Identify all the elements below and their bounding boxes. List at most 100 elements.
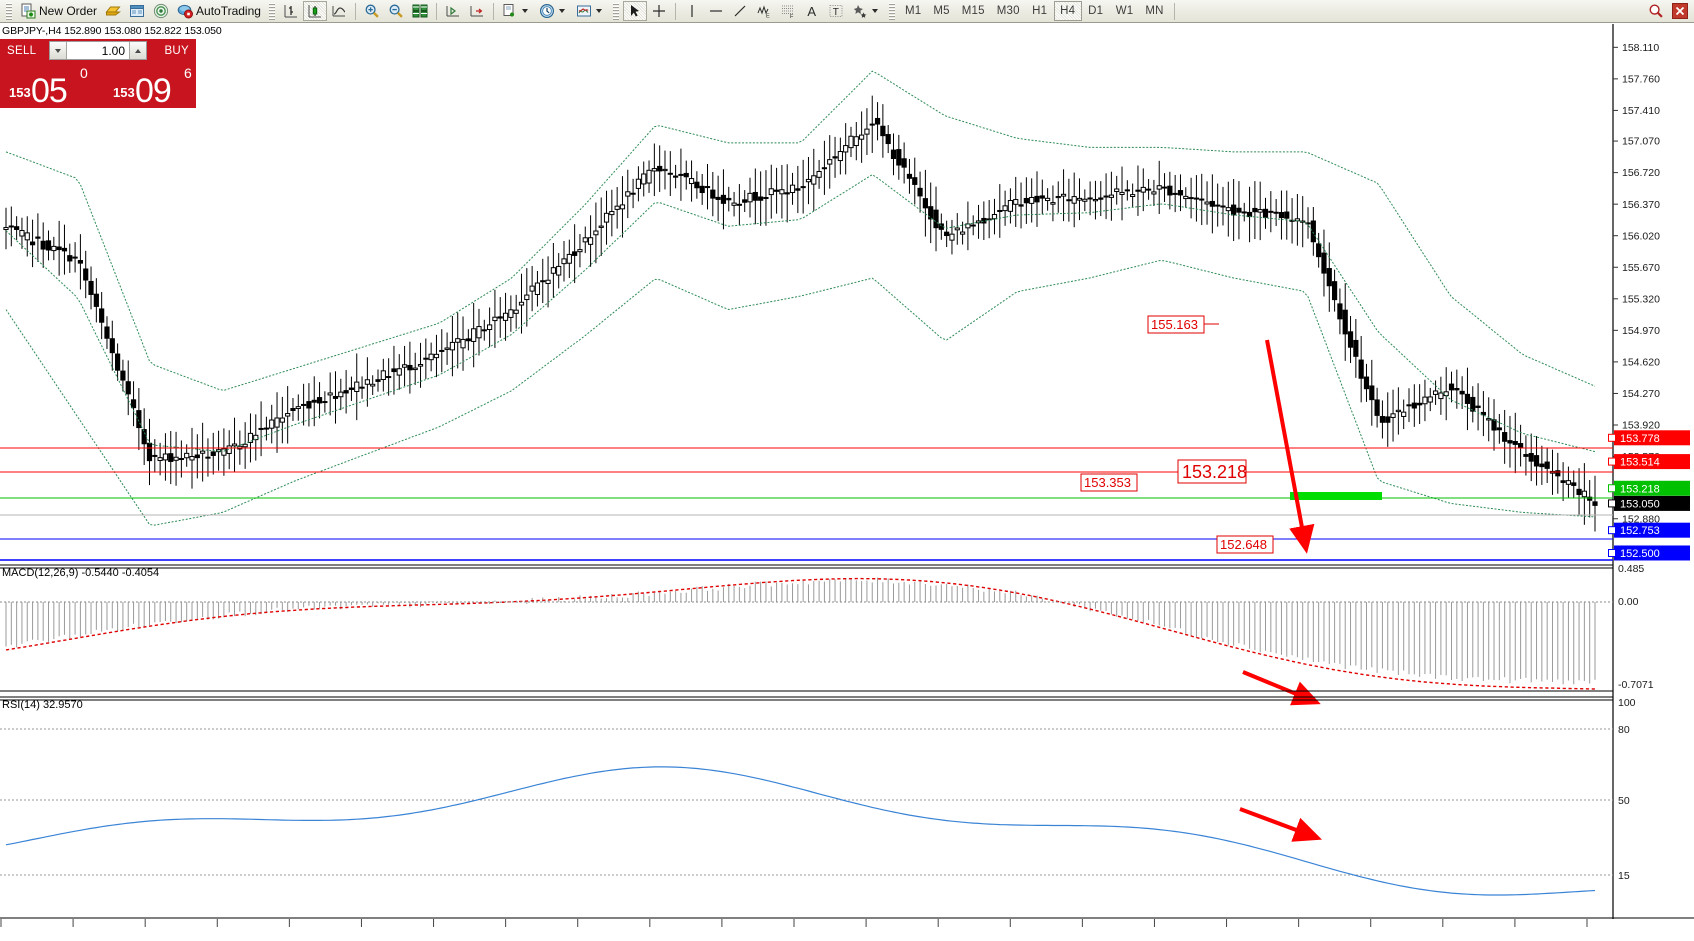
horizontal-line-icon	[709, 10, 722, 12]
one-click-controls-row: SELL 1.00 BUY	[0, 39, 196, 61]
elliott-wave-button[interactable]: E	[752, 1, 776, 21]
templates-chevron-down-icon[interactable]	[521, 9, 528, 13]
indicators-icon	[576, 5, 591, 17]
signals-button[interactable]	[149, 1, 173, 21]
zoom-out-button[interactable]	[384, 1, 408, 21]
price-tick-label: 157.410	[1622, 105, 1660, 117]
chart-type-grip[interactable]	[268, 2, 275, 20]
one-click-quotes-row: 153 05 0 153 09 6	[0, 61, 196, 108]
text-icon: A	[807, 4, 816, 19]
close-button[interactable]	[1668, 1, 1692, 21]
shapes-button[interactable]	[848, 1, 885, 21]
svg-text:A: A	[807, 4, 816, 19]
volume-increase-button[interactable]	[129, 42, 146, 59]
timeframe-h4[interactable]: H4	[1053, 1, 1082, 21]
price-tag-support-green[interactable]: 153.218	[1608, 480, 1691, 496]
price-tag-value: 153.050	[1620, 498, 1660, 510]
candlestick-chart-button[interactable]	[302, 1, 327, 21]
search-button[interactable]	[1644, 1, 1668, 21]
rsi-down-arrow[interactable]	[1239, 807, 1322, 842]
sell-button[interactable]: SELL	[1, 40, 47, 61]
macd-tick-top: 0.485	[1618, 563, 1644, 575]
price-tick-label: 157.760	[1622, 73, 1660, 85]
volume-value[interactable]: 1.00	[101, 44, 125, 58]
timeframe-h1[interactable]: H1	[1032, 5, 1048, 17]
rsi-tick-100: 100	[1618, 697, 1636, 709]
macd-signal-line	[5, 577, 1596, 690]
fibonacci-button[interactable]: F	[776, 1, 800, 21]
rsi-tick-15: 15	[1618, 870, 1630, 882]
indicators-chevron-down-icon[interactable]	[595, 9, 602, 13]
price-tag-support-blue-lower[interactable]: 152.500	[1608, 545, 1691, 561]
new-order-icon	[21, 3, 36, 19]
drawing-tools-grip[interactable]	[612, 2, 619, 20]
price-tag-resistance-lower[interactable]: 153.514	[1608, 454, 1691, 470]
timeframe-grip[interactable]	[888, 2, 895, 20]
new-order-button[interactable]: New Order	[16, 1, 101, 21]
text-button[interactable]: A	[800, 1, 824, 21]
chevron-down-icon	[55, 48, 61, 53]
macd-down-arrow[interactable]	[1242, 670, 1321, 706]
new-order-label: New Order	[39, 4, 98, 18]
price-tag-last-price[interactable]: 153.050	[1608, 495, 1691, 511]
annotation-153353: 153.353	[1080, 473, 1138, 492]
timeframe-m15[interactable]: M15	[961, 5, 985, 17]
timeframe-m5[interactable]: M5	[933, 5, 950, 17]
chart-annotations[interactable]: 155.163 153.353 153.218 152.648	[1080, 315, 1274, 554]
buy-button[interactable]: BUY	[149, 40, 195, 61]
indicators-button[interactable]	[572, 1, 609, 21]
price-tag-support-blue-upper[interactable]: 152.753	[1608, 522, 1691, 538]
zoom-in-button[interactable]	[360, 1, 384, 21]
candlestick-series	[3, 95, 1598, 532]
cursor-button[interactable]	[622, 1, 647, 21]
timeframe-m1[interactable]: M1	[904, 5, 922, 17]
bar-chart-button[interactable]	[279, 1, 303, 21]
templates-button[interactable]	[498, 1, 535, 21]
volume-stepper[interactable]: 1.00	[49, 41, 147, 60]
support-zone-highlight	[1290, 492, 1382, 500]
period-button[interactable]	[535, 1, 572, 21]
line-chart-button[interactable]	[327, 1, 351, 21]
buy-price-display[interactable]: 153 09 6	[99, 61, 195, 107]
price-tick-label: 155.320	[1622, 293, 1660, 305]
one-click-trading-panel[interactable]: GBPJPY-,H4 152.890 153.080 152.822 153.0…	[0, 24, 222, 108]
chart-shift-button[interactable]	[441, 1, 465, 21]
annotation-152648: 152.648	[1216, 535, 1274, 554]
annotation-152648-text: 152.648	[1220, 537, 1267, 552]
toolbar-grip[interactable]	[6, 2, 12, 20]
text-label-button[interactable]: T	[824, 1, 848, 21]
rsi-tick-80: 80	[1618, 724, 1630, 736]
sell-price-display[interactable]: 153 05 0	[1, 61, 97, 107]
timeframe-d1[interactable]: D1	[1088, 5, 1104, 17]
sell-price-prefix: 153	[9, 85, 31, 100]
shapes-chevron-down-icon[interactable]	[871, 9, 878, 13]
vertical-line-icon	[691, 5, 693, 17]
date-axis: Jan 202220 Jan 16:0024 Jan 00:0025 Jan 0…	[0, 919, 1588, 927]
tile-windows-button[interactable]	[408, 1, 432, 21]
vertical-line-button[interactable]	[680, 1, 704, 21]
profiles-button[interactable]	[101, 1, 125, 21]
candlestick-chart-icon	[308, 5, 321, 18]
zoom-out-icon	[389, 4, 403, 18]
timeframe-mn[interactable]: MN	[1145, 5, 1164, 17]
rsi-label: RSI(14) 32.9570	[2, 699, 83, 711]
timeframe-m30[interactable]: M30	[996, 5, 1020, 17]
market-watch-button[interactable]	[125, 1, 149, 21]
price-down-arrow[interactable]	[1265, 339, 1315, 554]
toolbar-separator-2	[435, 2, 437, 20]
crosshair-button[interactable]	[647, 1, 671, 21]
horizontal-line-button[interactable]	[704, 1, 728, 21]
chart-area[interactable]: 155.163 153.353 153.218 152.648 158.110 1…	[0, 24, 1694, 941]
period-chevron-down-icon[interactable]	[558, 9, 565, 13]
toolbar-separator-4	[674, 2, 676, 20]
buy-price-prefix: 153	[113, 85, 135, 100]
price-axis-tags[interactable]: 153.778 153.514 153.218 153.050 152.753 152.5…	[1608, 430, 1691, 561]
autotrading-button[interactable]: AutoTrading	[173, 1, 265, 21]
trendline-button[interactable]	[728, 1, 752, 21]
timeframe-w1[interactable]: W1	[1115, 5, 1134, 17]
auto-scroll-button[interactable]	[465, 1, 489, 21]
price-tag-resistance-upper[interactable]: 153.778	[1608, 430, 1691, 446]
price-tick-label: 153.920	[1622, 420, 1660, 432]
volume-decrease-button[interactable]	[50, 42, 67, 59]
